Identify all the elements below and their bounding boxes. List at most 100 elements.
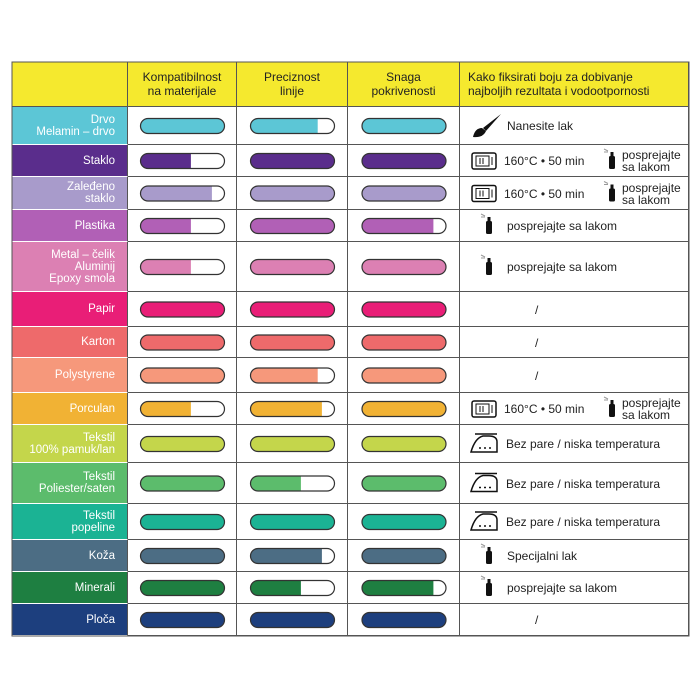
fix-text: Bez pare / niska temperatura: [506, 515, 661, 529]
rating-fill: [250, 302, 335, 317]
rating-fill: [140, 218, 191, 234]
column-header: Preciznost linije: [237, 62, 348, 107]
rating-fill: [362, 580, 434, 596]
table-cell: [128, 425, 237, 463]
table-cell: [128, 463, 237, 504]
brush-icon: [483, 114, 501, 131]
brush-icon: [473, 128, 486, 138]
rating-outline: [139, 547, 226, 565]
iron-icon: [470, 433, 498, 453]
rating-outline: [249, 152, 336, 170]
rating-outline: [249, 185, 336, 202]
row-label: Tekstil Poliester/saten: [12, 463, 128, 504]
row-label: Koža: [12, 540, 128, 572]
rating-outline: [249, 258, 336, 276]
iron-icon: [470, 472, 498, 493]
row-label: Polystyrene: [12, 358, 128, 393]
rating-fill: [140, 259, 191, 275]
rating-fill: [140, 186, 212, 201]
row-label: Plastika: [12, 210, 128, 242]
table-cell: [237, 145, 348, 177]
rating-fill: [362, 335, 446, 350]
table-cell: [237, 393, 348, 425]
table-cell: [128, 358, 237, 393]
rating-fill: [250, 153, 335, 169]
fix-text: /: [535, 335, 539, 350]
oven-icon: [475, 403, 490, 415]
fix-text: Bez pare / niska temperatura: [506, 437, 661, 451]
table-cell: [348, 242, 460, 292]
rating-fill: [250, 259, 335, 275]
rating-outline: [249, 117, 336, 135]
row-label: Metal – čelik Aluminij Epoxy smola: [12, 242, 128, 292]
rating-outline: [249, 334, 336, 351]
rating-outline: [249, 611, 336, 629]
rating-fill: [250, 368, 318, 383]
fix-text: 160°C • 50 min: [504, 186, 585, 201]
spray-icon: [603, 148, 609, 153]
table-cell: [128, 242, 237, 292]
rating-fill: [140, 514, 225, 530]
table-cell: [128, 393, 237, 425]
rating-outline: [361, 258, 447, 276]
table-cell: [348, 145, 460, 177]
rating-outline: [139, 152, 226, 170]
rating-outline: [361, 400, 447, 418]
table-cell: [128, 177, 237, 210]
fix-text: posprejajte sa lakom: [507, 260, 618, 274]
table-cell: [237, 358, 348, 393]
rating-fill: [140, 153, 191, 169]
fix-text: Specijalni lak: [507, 549, 578, 563]
rating-outline: [139, 301, 226, 318]
spray-icon: [603, 181, 609, 185]
spray-icon: [487, 217, 491, 221]
row-label: Staklo: [12, 145, 128, 177]
table-cell: [348, 358, 460, 393]
table-cell: [237, 292, 348, 327]
rating-fill: [362, 514, 446, 530]
spray-icon: [609, 188, 615, 202]
rating-fill: [250, 186, 335, 201]
table-cell: [348, 327, 460, 358]
table-cell: [128, 210, 237, 242]
fix-text: /: [535, 368, 539, 383]
rating-outline: [361, 579, 447, 597]
rating-outline: [249, 435, 336, 453]
spray-icon: [486, 551, 492, 564]
spray-icon: [609, 156, 615, 169]
table-cell: [237, 425, 348, 463]
rating-outline: [361, 547, 447, 565]
table-cell: [128, 504, 237, 540]
table-cell: [237, 572, 348, 604]
table-cell: [237, 504, 348, 540]
row-label: Porculan: [12, 393, 128, 425]
row-label: Ploča: [12, 604, 128, 636]
fix-text: Nanesite lak: [507, 119, 574, 133]
rating-fill: [362, 476, 446, 491]
table-cell: [128, 572, 237, 604]
oven-icon: [479, 405, 493, 413]
rating-fill: [362, 118, 446, 134]
rating-fill: [362, 218, 434, 234]
rating-outline: [249, 475, 336, 492]
header-corner: [12, 62, 128, 107]
rating-fill: [140, 436, 225, 452]
table-cell: [128, 327, 237, 358]
rating-fill: [140, 118, 225, 134]
rating-outline: [139, 217, 226, 235]
spray-icon: [487, 258, 491, 262]
rating-outline: [361, 367, 447, 384]
table-cell: [237, 463, 348, 504]
rating-fill: [250, 580, 301, 596]
rating-outline: [139, 185, 226, 202]
fix-text: posprejajte sa lakom: [507, 219, 618, 233]
fix-spray-text: posprejajte sa lakom: [622, 396, 681, 422]
fix-text: 160°C • 50 min: [504, 402, 585, 416]
rating-fill: [250, 335, 335, 350]
rating-fill: [362, 259, 446, 275]
spray-icon: [480, 575, 486, 580]
spray-icon: [486, 583, 492, 596]
rating-fill: [140, 612, 225, 628]
rating-fill: [362, 186, 446, 201]
table-cell: [128, 107, 237, 145]
